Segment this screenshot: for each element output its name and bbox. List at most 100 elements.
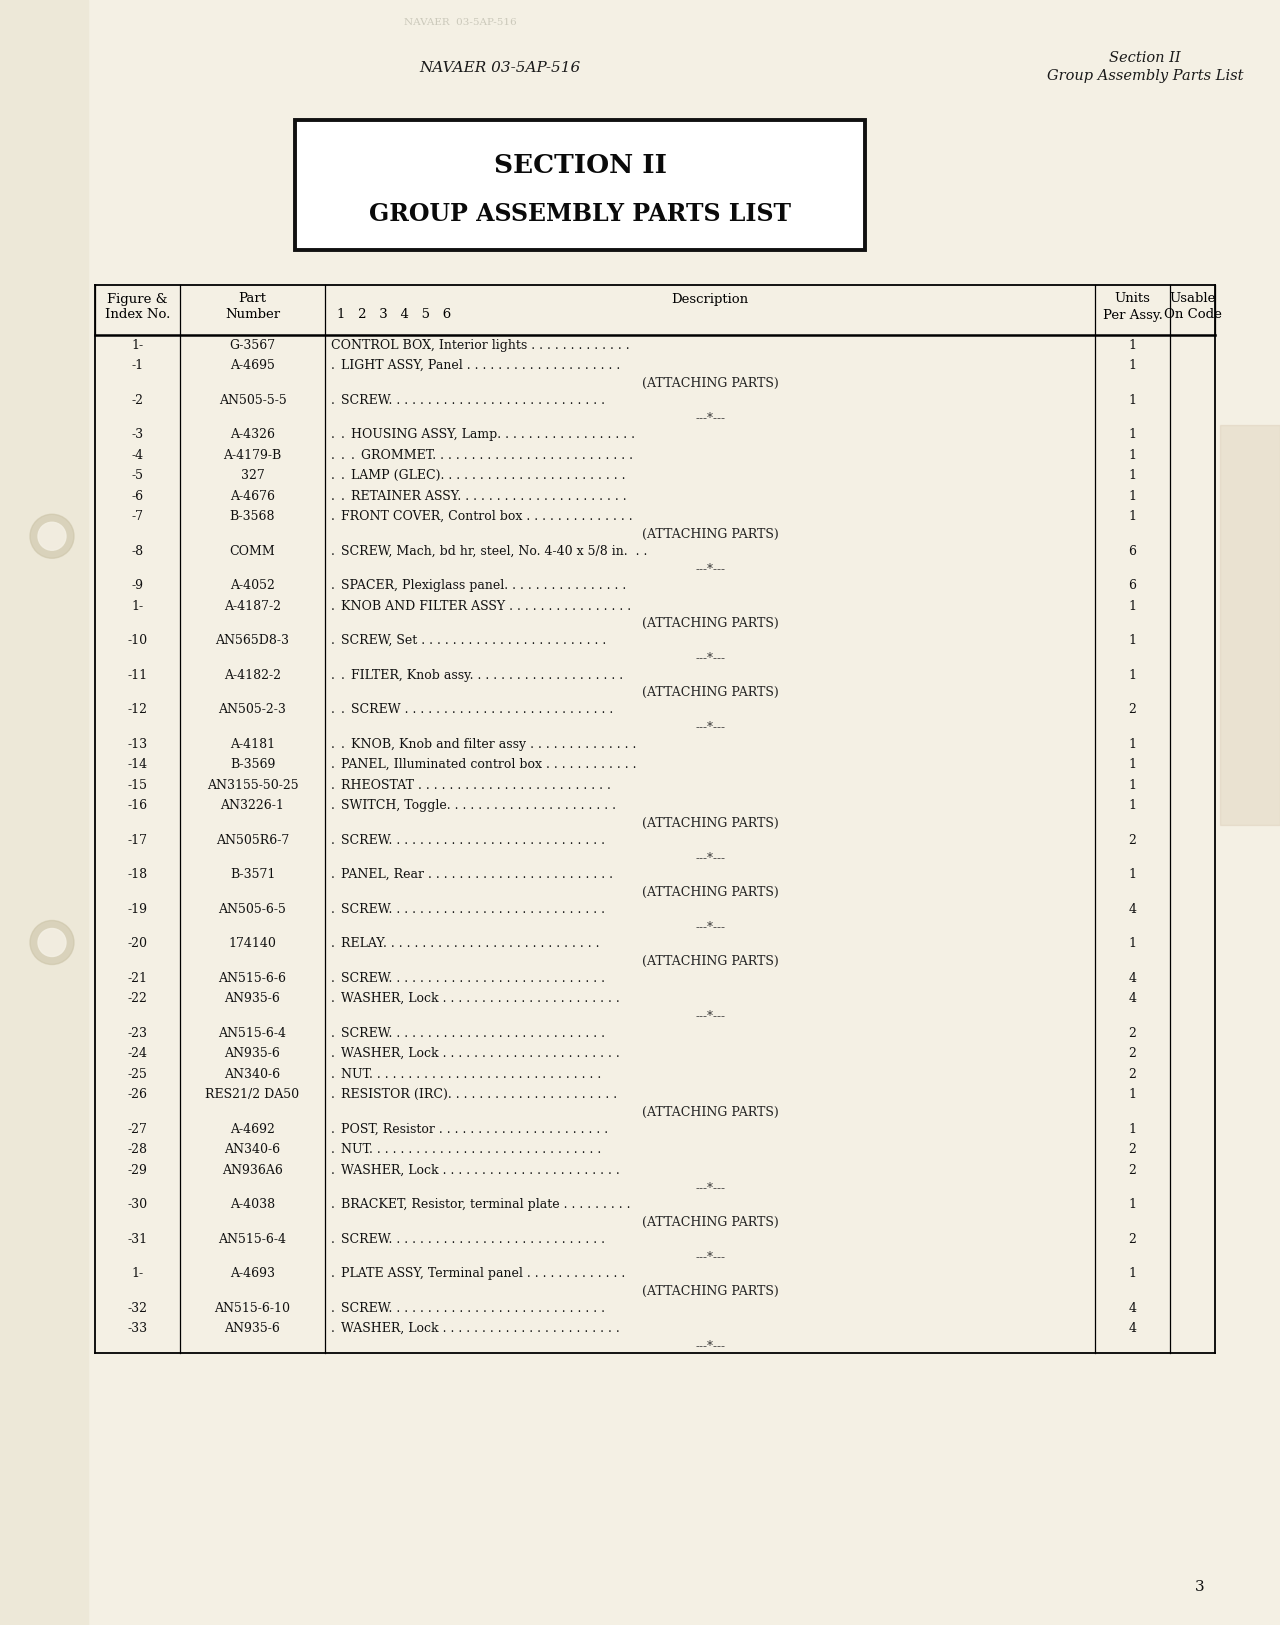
Text: RESISTOR (IRC). . . . . . . . . . . . . . . . . . . . . .: RESISTOR (IRC). . . . . . . . . . . . . … — [340, 1089, 617, 1102]
Text: .: . — [332, 1268, 335, 1280]
Text: .: . — [332, 834, 335, 847]
Text: .: . — [332, 904, 335, 916]
Text: -1: -1 — [132, 359, 143, 372]
Text: (ATTACHING PARTS): (ATTACHING PARTS) — [641, 1216, 778, 1228]
Text: 6: 6 — [1129, 544, 1137, 557]
Text: 1: 1 — [1129, 778, 1137, 791]
Text: -22: -22 — [128, 993, 147, 1006]
Text: .: . — [332, 1123, 335, 1136]
Text: GROUP ASSEMBLY PARTS LIST: GROUP ASSEMBLY PARTS LIST — [369, 202, 791, 226]
Text: .: . — [332, 1302, 335, 1315]
Text: PANEL, Rear . . . . . . . . . . . . . . . . . . . . . . . .: PANEL, Rear . . . . . . . . . . . . . . … — [340, 868, 613, 881]
Text: ---*---: ---*--- — [695, 652, 724, 665]
Text: Index No.: Index No. — [105, 309, 170, 322]
Text: A-4692: A-4692 — [230, 1123, 275, 1136]
Text: WASHER, Lock . . . . . . . . . . . . . . . . . . . . . . .: WASHER, Lock . . . . . . . . . . . . . .… — [340, 993, 620, 1006]
Text: -30: -30 — [128, 1198, 147, 1211]
Text: GROMMET. . . . . . . . . . . . . . . . . . . . . . . . . .: GROMMET. . . . . . . . . . . . . . . . .… — [361, 449, 634, 462]
Text: POST, Resistor . . . . . . . . . . . . . . . . . . . . . .: POST, Resistor . . . . . . . . . . . . .… — [340, 1123, 608, 1136]
Text: 1: 1 — [1129, 393, 1137, 406]
Bar — [0, 0, 88, 1625]
Text: .: . — [332, 429, 335, 442]
Text: .: . — [332, 704, 335, 717]
Text: -19: -19 — [128, 904, 147, 916]
Text: 1: 1 — [1129, 800, 1137, 812]
Text: NAVAER  03-5AP-516: NAVAER 03-5AP-516 — [403, 18, 516, 28]
Text: (ATTACHING PARTS): (ATTACHING PARTS) — [641, 816, 778, 829]
Text: .: . — [340, 704, 344, 717]
Text: -33: -33 — [128, 1323, 147, 1336]
Text: NUT. . . . . . . . . . . . . . . . . . . . . . . . . . . . . .: NUT. . . . . . . . . . . . . . . . . . .… — [340, 1144, 602, 1157]
Text: SCREW. . . . . . . . . . . . . . . . . . . . . . . . . . . .: SCREW. . . . . . . . . . . . . . . . . .… — [340, 393, 605, 406]
Text: .: . — [332, 868, 335, 881]
Text: -15: -15 — [128, 778, 147, 791]
Text: RHEOSTAT . . . . . . . . . . . . . . . . . . . . . . . . .: RHEOSTAT . . . . . . . . . . . . . . . .… — [340, 778, 611, 791]
Text: A-4676: A-4676 — [230, 489, 275, 502]
Text: 1: 1 — [1129, 634, 1137, 647]
Text: .: . — [332, 1089, 335, 1102]
Text: .: . — [332, 759, 335, 772]
Text: 2: 2 — [1129, 1144, 1137, 1157]
Text: 3: 3 — [1196, 1580, 1204, 1594]
Text: -24: -24 — [128, 1046, 147, 1060]
Text: SCREW. . . . . . . . . . . . . . . . . . . . . . . . . . . .: SCREW. . . . . . . . . . . . . . . . . .… — [340, 1027, 605, 1040]
Text: Units: Units — [1115, 292, 1151, 306]
Text: 2: 2 — [1129, 1233, 1137, 1246]
Text: SCREW, Mach, bd hr, steel, No. 4-40 x 5/8 in.  . .: SCREW, Mach, bd hr, steel, No. 4-40 x 5/… — [340, 544, 648, 557]
Text: 327: 327 — [241, 470, 265, 483]
Text: (ATTACHING PARTS): (ATTACHING PARTS) — [641, 886, 778, 899]
Text: -16: -16 — [128, 800, 147, 812]
Text: .: . — [332, 470, 335, 483]
Text: ---*---: ---*--- — [695, 1181, 724, 1194]
Text: 1: 1 — [1129, 738, 1137, 751]
Text: .: . — [332, 1233, 335, 1246]
Text: Section II: Section II — [1110, 50, 1181, 65]
Text: .: . — [332, 670, 335, 682]
Text: SECTION II: SECTION II — [494, 153, 667, 179]
Text: 2: 2 — [1129, 834, 1137, 847]
Text: 174140: 174140 — [229, 938, 276, 951]
Text: AN936A6: AN936A6 — [221, 1164, 283, 1176]
Text: LAMP (GLEC). . . . . . . . . . . . . . . . . . . . . . . .: LAMP (GLEC). . . . . . . . . . . . . . .… — [351, 470, 626, 483]
Text: .: . — [332, 1027, 335, 1040]
Text: (ATTACHING PARTS): (ATTACHING PARTS) — [641, 686, 778, 699]
Text: -6: -6 — [132, 489, 143, 502]
Text: SCREW. . . . . . . . . . . . . . . . . . . . . . . . . . . .: SCREW. . . . . . . . . . . . . . . . . .… — [340, 1233, 605, 1246]
Text: Number: Number — [225, 309, 280, 322]
Circle shape — [38, 928, 67, 957]
Text: 2: 2 — [1129, 1027, 1137, 1040]
Text: RES21/2 DA50: RES21/2 DA50 — [205, 1089, 300, 1102]
Text: 1: 1 — [1129, 510, 1137, 523]
Text: AN515-6-4: AN515-6-4 — [219, 1027, 287, 1040]
Bar — [1220, 426, 1280, 826]
Text: SCREW, Set . . . . . . . . . . . . . . . . . . . . . . . .: SCREW, Set . . . . . . . . . . . . . . .… — [340, 634, 607, 647]
Text: ---*---: ---*--- — [695, 852, 724, 864]
Text: .: . — [340, 429, 344, 442]
Text: AN340-6: AN340-6 — [224, 1144, 280, 1157]
Text: A-4181: A-4181 — [230, 738, 275, 751]
Text: A-4052: A-4052 — [230, 578, 275, 592]
Text: -20: -20 — [128, 938, 147, 951]
Text: -3: -3 — [132, 429, 143, 442]
Text: ---*---: ---*--- — [695, 1250, 724, 1263]
Text: NUT. . . . . . . . . . . . . . . . . . . . . . . . . . . . . .: NUT. . . . . . . . . . . . . . . . . . .… — [340, 1068, 602, 1081]
Text: -28: -28 — [128, 1144, 147, 1157]
Text: (ATTACHING PARTS): (ATTACHING PARTS) — [641, 377, 778, 390]
Text: -27: -27 — [128, 1123, 147, 1136]
Text: FILTER, Knob assy. . . . . . . . . . . . . . . . . . . .: FILTER, Knob assy. . . . . . . . . . . .… — [351, 670, 623, 682]
Text: -5: -5 — [132, 470, 143, 483]
Text: ---*---: ---*--- — [695, 411, 724, 424]
Text: .: . — [332, 600, 335, 613]
Text: 1: 1 — [1129, 1123, 1137, 1136]
Text: PANEL, Illuminated control box . . . . . . . . . . . .: PANEL, Illuminated control box . . . . .… — [340, 759, 636, 772]
Text: AN3226-1: AN3226-1 — [220, 800, 284, 812]
Text: -4: -4 — [132, 449, 143, 462]
Text: G-3567: G-3567 — [229, 338, 275, 351]
Text: WASHER, Lock . . . . . . . . . . . . . . . . . . . . . . .: WASHER, Lock . . . . . . . . . . . . . .… — [340, 1164, 620, 1176]
Text: 2: 2 — [1129, 1164, 1137, 1176]
Text: CONTROL BOX, Interior lights . . . . . . . . . . . . .: CONTROL BOX, Interior lights . . . . . .… — [332, 338, 630, 351]
Text: 6: 6 — [1129, 578, 1137, 592]
Text: A-4038: A-4038 — [230, 1198, 275, 1211]
Text: -10: -10 — [128, 634, 147, 647]
Text: AN515-6-4: AN515-6-4 — [219, 1233, 287, 1246]
